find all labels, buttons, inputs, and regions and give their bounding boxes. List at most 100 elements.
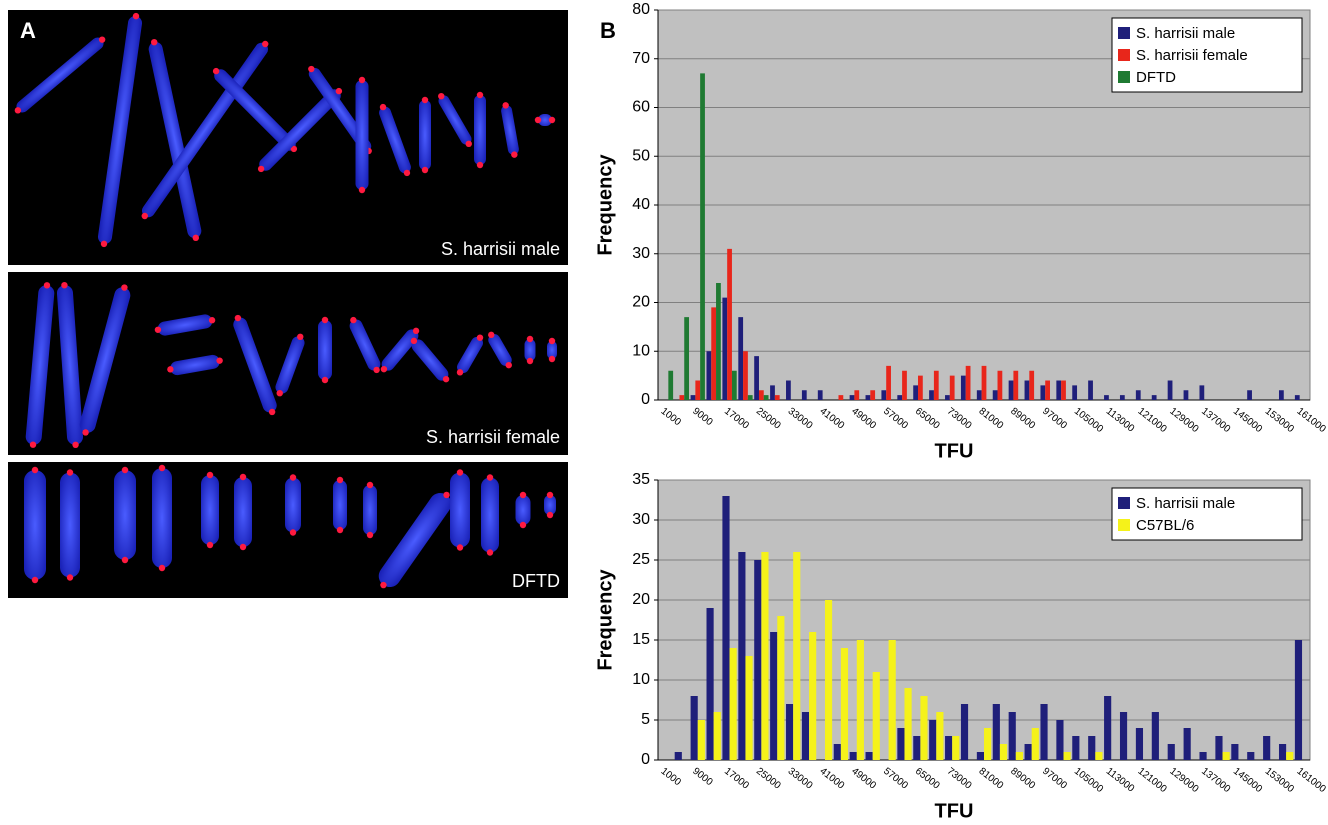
x-tick-label: 145000 (1231, 766, 1264, 795)
bar (786, 380, 791, 400)
telomere (519, 491, 527, 499)
bar (770, 632, 778, 760)
telomere (121, 466, 129, 474)
telomere (158, 464, 166, 472)
bar (801, 390, 807, 400)
x-tick-label: 137000 (1199, 766, 1232, 795)
bar (913, 385, 919, 400)
telomere (141, 212, 148, 220)
bar (722, 496, 730, 760)
legend-swatch (1118, 71, 1130, 83)
x-tick-label: 81000 (977, 766, 1006, 792)
bar (849, 395, 855, 400)
telomere (486, 549, 494, 556)
telomere (336, 476, 344, 484)
telomere (289, 474, 297, 481)
y-tick-label: 30 (632, 245, 650, 262)
bar (1294, 395, 1300, 400)
telomere (421, 166, 429, 174)
y-tick-label: 30 (632, 511, 650, 528)
bar (674, 752, 682, 760)
chromosome (349, 319, 381, 371)
telomere (66, 574, 74, 581)
telomere (421, 96, 429, 104)
bar (1063, 752, 1071, 760)
bar (1008, 712, 1016, 760)
bar (945, 395, 950, 400)
bar (1056, 720, 1064, 760)
bar (854, 390, 860, 400)
telomere (336, 526, 344, 534)
telomere (488, 331, 495, 339)
chromosome (170, 354, 220, 376)
x-tick-label: 161000 (1295, 406, 1328, 435)
bar (700, 73, 705, 400)
bar (936, 712, 944, 760)
bar (976, 390, 982, 400)
telomere (206, 471, 214, 479)
bar (1167, 380, 1173, 400)
chromosome (411, 339, 449, 381)
legend-box (1111, 17, 1303, 93)
chromosome (524, 339, 536, 361)
chromosome (474, 95, 486, 165)
x-tick-label: 105000 (1072, 766, 1105, 795)
telomere (239, 543, 247, 551)
chromosome (379, 106, 411, 174)
bar (1294, 640, 1303, 760)
x-tick-label: 57000 (881, 406, 910, 432)
legend-swatch (1118, 27, 1130, 39)
bar (888, 640, 896, 760)
telomere (373, 366, 380, 374)
telomere (443, 491, 450, 499)
bar (731, 370, 737, 400)
bar (668, 370, 674, 400)
bar (1151, 712, 1159, 760)
bar (1013, 370, 1019, 400)
bar (695, 380, 701, 400)
chromosome (114, 470, 136, 560)
telomere (366, 531, 374, 539)
telomere (290, 145, 298, 153)
x-tick-label: 1000 (658, 766, 683, 789)
bar (738, 552, 746, 760)
x-tick-label: 73000 (945, 406, 974, 432)
bar (1286, 752, 1294, 760)
x-axis-title: TFU (935, 800, 974, 820)
bar (690, 696, 698, 760)
y-tick-label: 20 (632, 294, 650, 311)
chromosome (79, 287, 131, 433)
x-tick-label: 97000 (1040, 766, 1069, 792)
telomere (257, 165, 265, 173)
chromosome (488, 334, 512, 366)
bar (992, 390, 998, 400)
x-axis-title: TFU (935, 440, 974, 462)
telomere (98, 36, 106, 43)
bar (984, 728, 992, 760)
bar (865, 752, 873, 760)
y-tick-label: 15 (632, 631, 650, 648)
bar (786, 704, 794, 760)
y-tick-label: 70 (632, 50, 650, 67)
chromosome (333, 480, 347, 530)
x-tick-label: 41000 (818, 406, 847, 432)
bar (886, 365, 891, 400)
bar (897, 728, 905, 760)
telomere (268, 408, 276, 416)
bar (981, 365, 987, 400)
bar (1008, 380, 1014, 400)
telomere (476, 91, 484, 99)
telomere (82, 429, 89, 436)
y-tick-label: 25 (632, 551, 650, 568)
bar (1119, 395, 1125, 400)
telomere (476, 334, 484, 341)
chromosome (547, 341, 557, 359)
bar (920, 696, 928, 760)
chromosome (438, 95, 472, 145)
chromosome (481, 477, 499, 553)
telomere (505, 361, 512, 369)
chromosome (285, 477, 301, 533)
bar (1088, 736, 1096, 760)
x-tick-label: 49000 (849, 406, 878, 432)
telomere (366, 481, 374, 489)
